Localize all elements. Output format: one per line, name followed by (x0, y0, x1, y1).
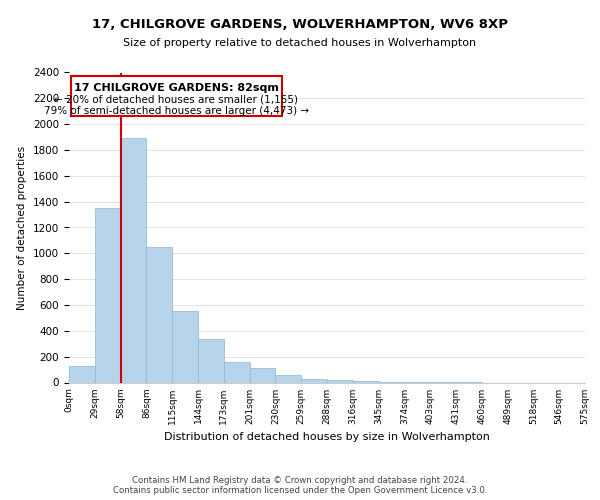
Y-axis label: Number of detached properties: Number of detached properties (17, 146, 28, 310)
Text: ← 20% of detached houses are smaller (1,155): ← 20% of detached houses are smaller (1,… (55, 94, 298, 104)
Text: Contains HM Land Registry data © Crown copyright and database right 2024.
Contai: Contains HM Land Registry data © Crown c… (113, 476, 487, 495)
Text: 17, CHILGROVE GARDENS, WOLVERHAMPTON, WV6 8XP: 17, CHILGROVE GARDENS, WOLVERHAMPTON, WV… (92, 18, 508, 30)
Bar (301, 378, 327, 382)
Bar (327, 380, 353, 382)
Text: 79% of semi-detached houses are larger (4,473) →: 79% of semi-detached houses are larger (… (44, 106, 309, 116)
X-axis label: Distribution of detached houses by size in Wolverhampton: Distribution of detached houses by size … (164, 432, 490, 442)
Bar (275, 375, 301, 382)
Bar (172, 312, 198, 382)
Text: 17 CHILGROVE GARDENS: 82sqm: 17 CHILGROVE GARDENS: 82sqm (74, 83, 279, 93)
Bar (121, 138, 146, 382)
Bar (69, 366, 95, 382)
Bar (198, 339, 224, 382)
Bar (95, 208, 121, 382)
FancyBboxPatch shape (71, 76, 282, 116)
Bar (250, 368, 275, 382)
Bar (353, 381, 379, 382)
Bar (224, 362, 250, 382)
Bar (146, 247, 172, 382)
Text: Size of property relative to detached houses in Wolverhampton: Size of property relative to detached ho… (124, 38, 476, 48)
